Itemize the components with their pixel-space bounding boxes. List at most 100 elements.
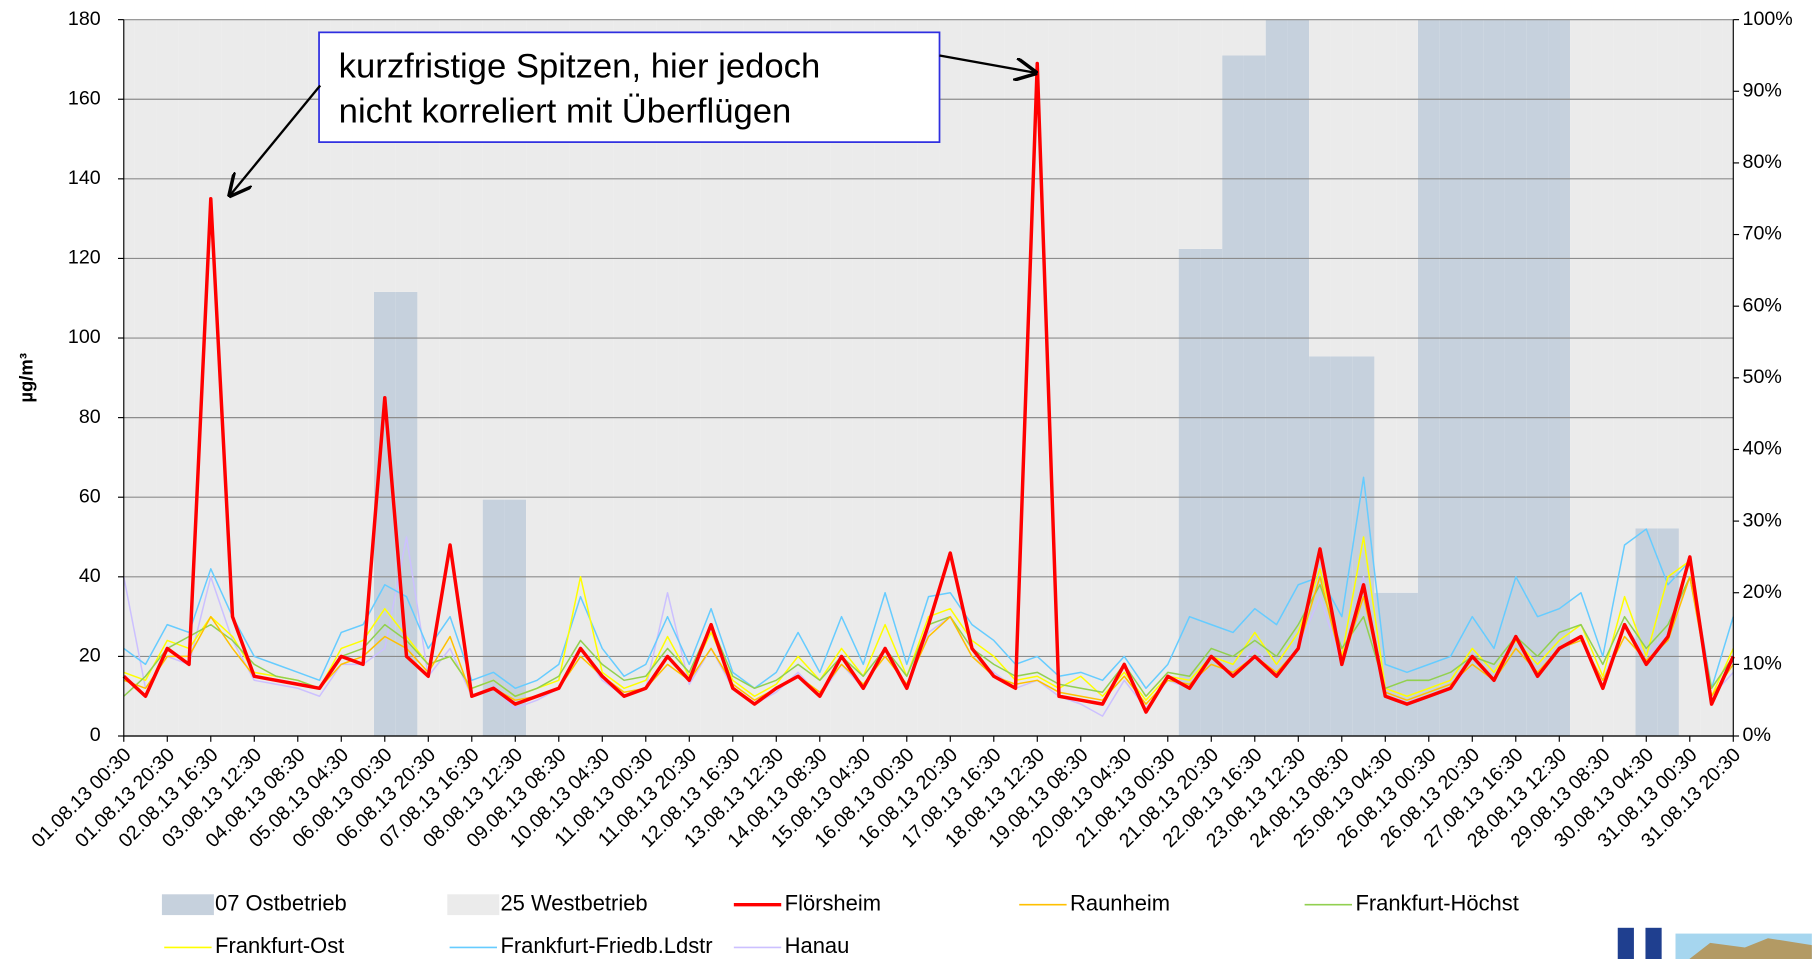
bar <box>1722 19 1734 737</box>
y-tick-label: 120 <box>68 247 101 269</box>
y-tick-label: 0 <box>90 724 101 746</box>
bar <box>265 19 287 737</box>
legend-label: Frankfurt-Ost <box>215 933 344 958</box>
bar <box>634 19 657 737</box>
bar <box>1330 19 1353 357</box>
bar <box>373 291 396 737</box>
bar <box>123 19 135 737</box>
annotation-line: nicht korreliert mit Überflügen <box>339 92 792 130</box>
bar <box>1396 592 1418 737</box>
legend-label: Frankfurt-Höchst <box>1355 890 1518 915</box>
legend: 07 Ostbetrieb 25 Westbetrieb Flörsheim Raun… <box>161 890 1519 958</box>
legend-label: Raunheim <box>1070 890 1170 915</box>
bar <box>656 19 679 737</box>
data-line <box>123 536 1734 701</box>
bar <box>1200 19 1223 249</box>
bar <box>199 19 222 737</box>
bar <box>1309 19 1331 357</box>
logo-bar <box>1617 927 1634 959</box>
y2-tick-label: 20% <box>1743 581 1782 603</box>
bar <box>134 19 157 737</box>
bar <box>1635 528 1658 737</box>
bar <box>352 19 374 737</box>
bar <box>1396 19 1418 593</box>
y2-tick-label: 10% <box>1743 653 1782 675</box>
annotation-arrow <box>230 84 322 196</box>
bar <box>1678 19 1701 737</box>
y-tick-label: 180 <box>68 8 101 30</box>
bar <box>787 19 809 737</box>
annotation: kurzfristige Spitzen, hier jedoch nicht … <box>230 31 1036 196</box>
bar <box>504 499 527 737</box>
bar-layer <box>123 19 1734 737</box>
y2-tick-label: 60% <box>1743 294 1782 316</box>
y2-tick-label: 30% <box>1743 509 1782 531</box>
bar <box>1287 19 1310 737</box>
y2-tick-label: 70% <box>1743 223 1782 245</box>
bar <box>569 19 592 737</box>
legend-label: 25 Westbetrieb <box>500 890 647 915</box>
logo-land <box>1689 938 1812 959</box>
bar <box>765 19 788 737</box>
y-tick-label: 140 <box>68 167 101 189</box>
y2-tick-label: 40% <box>1743 438 1782 460</box>
bar <box>1222 19 1244 56</box>
bar <box>1222 55 1244 737</box>
y-tick-label: 20 <box>79 645 101 667</box>
bar <box>1417 19 1440 737</box>
bar <box>1200 248 1223 737</box>
legend-label: Frankfurt-Friedb.Ldstr <box>500 933 712 958</box>
bar <box>460 19 483 737</box>
bar <box>1178 19 1201 249</box>
bar <box>1374 19 1397 593</box>
bar <box>1026 19 1049 737</box>
bar <box>308 19 331 737</box>
y2-tick-label: 100% <box>1743 8 1793 30</box>
bar <box>1700 19 1723 737</box>
bar <box>547 19 570 737</box>
bar <box>1570 19 1592 737</box>
bar <box>482 499 505 737</box>
data-line <box>122 61 1735 714</box>
bar <box>1548 19 1571 737</box>
bar <box>1091 19 1114 737</box>
bar <box>917 19 940 737</box>
bar <box>1504 19 1527 737</box>
bar <box>1309 356 1331 737</box>
bar <box>330 19 353 737</box>
bar <box>286 19 309 737</box>
y-tick-label: 40 <box>79 565 101 587</box>
y2-tick-label: 80% <box>1743 151 1782 173</box>
data-line <box>123 576 1734 705</box>
annotation-arrow <box>939 54 1036 72</box>
bar <box>808 19 831 737</box>
bar <box>1352 19 1375 357</box>
bar <box>895 19 918 737</box>
bar <box>156 19 179 737</box>
bar <box>700 19 722 737</box>
legend-label: 07 Ostbetrieb <box>215 890 347 915</box>
bar <box>678 19 701 737</box>
bar <box>874 19 896 737</box>
y-axis-label: µg/m³ <box>16 353 37 403</box>
bar <box>1439 19 1462 737</box>
bar <box>1635 19 1658 529</box>
annotation-box <box>318 31 941 143</box>
y-tick-label: 60 <box>79 485 101 507</box>
data-line <box>123 476 1735 690</box>
bar <box>243 19 266 737</box>
logo <box>1617 927 1812 959</box>
axes-layer: 0 20 40 60 80 100 120 140 160 180 0% 10% 20% 30% 40% 50… <box>27 8 1792 852</box>
bar <box>1178 248 1201 737</box>
legend-swatch <box>447 894 500 916</box>
annotation-line: kurzfristige Spitzen, hier jedoch <box>339 47 821 85</box>
legend-label: Hanau <box>785 933 850 958</box>
bar <box>1657 19 1679 529</box>
bar <box>439 19 461 737</box>
y2-tick-label: 90% <box>1743 79 1782 101</box>
bar <box>221 19 244 737</box>
bar <box>1265 19 1288 737</box>
bar <box>1461 19 1484 737</box>
data-line <box>123 536 1734 717</box>
bar <box>1004 19 1027 737</box>
